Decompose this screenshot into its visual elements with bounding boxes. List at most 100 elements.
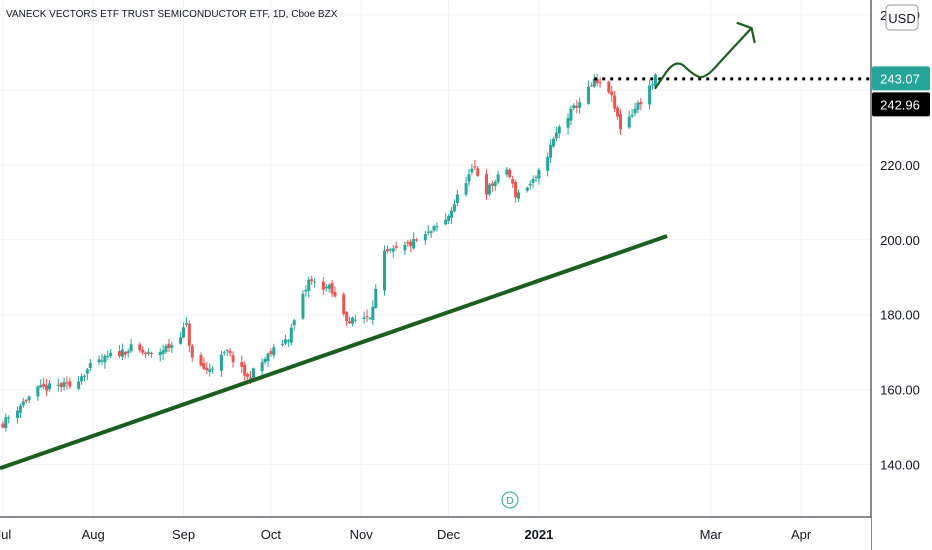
candle	[557, 124, 561, 139]
candle	[572, 103, 576, 110]
y-tick-label: 200.00	[880, 233, 920, 248]
candle-body	[283, 339, 287, 344]
candle	[554, 126, 558, 142]
candle-body	[467, 174, 471, 182]
projection-arrow[interactable]	[654, 26, 753, 90]
currency-label[interactable]: USD	[888, 11, 915, 26]
candle	[39, 379, 43, 389]
candle	[511, 175, 515, 188]
candle	[266, 352, 270, 368]
price-scale-panel[interactable]	[871, 0, 932, 550]
candle	[514, 180, 518, 203]
candle-body	[42, 383, 46, 387]
interval-marker-label[interactable]: D	[506, 496, 513, 507]
x-axis-labels: Jul Aug Sep Oct Nov Dec 2021 Mar Apr	[0, 527, 812, 542]
candle-body	[362, 317, 366, 319]
candle	[15, 406, 19, 424]
candle	[423, 230, 427, 245]
candle-body	[447, 215, 451, 221]
candle-body	[575, 105, 579, 108]
candle	[362, 311, 366, 324]
candle-body	[39, 385, 43, 388]
candle-body	[80, 376, 84, 382]
candle-body	[158, 352, 162, 356]
candle	[272, 343, 276, 359]
candle-body	[109, 352, 113, 357]
candle	[496, 170, 500, 185]
candle-body	[199, 354, 203, 366]
candle	[444, 213, 448, 226]
currency-button[interactable]: USD	[885, 4, 919, 31]
candle-body	[208, 369, 212, 372]
candle	[586, 80, 590, 105]
candle-body	[68, 381, 72, 387]
candle	[476, 166, 480, 177]
candle-body	[141, 349, 145, 353]
candle-body	[534, 176, 538, 178]
candle-body	[246, 373, 250, 377]
alert-price-label: 242.96	[880, 97, 920, 112]
candle-body	[452, 204, 456, 212]
candle-body	[639, 102, 643, 105]
candle-body	[228, 350, 232, 354]
candle-body	[572, 105, 576, 109]
candle-body	[21, 401, 25, 406]
candle	[164, 343, 168, 354]
interval-marker-circle[interactable]	[501, 491, 519, 509]
x-tick-label: Apr	[791, 527, 812, 542]
candle	[149, 351, 153, 358]
candle-body	[106, 355, 110, 357]
grid-lines	[0, 0, 871, 517]
candle	[394, 241, 398, 251]
candle	[505, 166, 509, 178]
candle-body	[211, 368, 215, 370]
candle	[126, 348, 130, 358]
candle-body	[531, 179, 535, 183]
candle	[365, 309, 369, 323]
time-scale-panel[interactable]	[0, 517, 871, 550]
candle	[18, 403, 22, 419]
candle	[36, 385, 40, 401]
candle	[327, 283, 331, 293]
y-tick-label: 180.00	[880, 308, 920, 323]
last-price-label: 243.07	[880, 71, 920, 86]
interval-marker[interactable]: D	[501, 491, 519, 509]
candle	[534, 175, 538, 183]
candle	[473, 160, 477, 171]
candle-body	[144, 352, 148, 354]
candle-body	[586, 86, 590, 104]
candle	[179, 331, 183, 345]
candle-body	[388, 249, 392, 251]
candle-body	[426, 231, 430, 233]
candle-body	[412, 238, 416, 249]
candle	[147, 348, 151, 356]
candle	[269, 348, 273, 357]
candle	[452, 199, 456, 213]
candle-body	[415, 239, 419, 241]
candle-body	[219, 354, 223, 372]
candle-body	[598, 82, 602, 84]
currency-button-frame[interactable]	[885, 4, 919, 31]
trend-line[interactable]	[0, 234, 668, 471]
candle-body	[391, 248, 395, 252]
candle-body	[613, 95, 617, 109]
candle	[117, 345, 121, 359]
candle-body	[7, 417, 11, 419]
y-tick-label: 140.00	[880, 458, 920, 473]
candle	[627, 110, 631, 130]
candle-body	[589, 85, 593, 87]
candle-body	[450, 210, 454, 218]
candle	[648, 79, 652, 110]
candle	[391, 244, 395, 258]
candle-body	[269, 351, 273, 355]
candle-body	[610, 91, 614, 96]
candle-body	[310, 279, 314, 282]
candle	[141, 346, 145, 356]
candle	[251, 367, 255, 379]
candle	[219, 350, 223, 377]
candle-body	[566, 117, 570, 128]
x-tick-label: Aug	[82, 527, 105, 542]
x-tick-label: Sep	[172, 527, 195, 542]
candle	[161, 344, 165, 360]
